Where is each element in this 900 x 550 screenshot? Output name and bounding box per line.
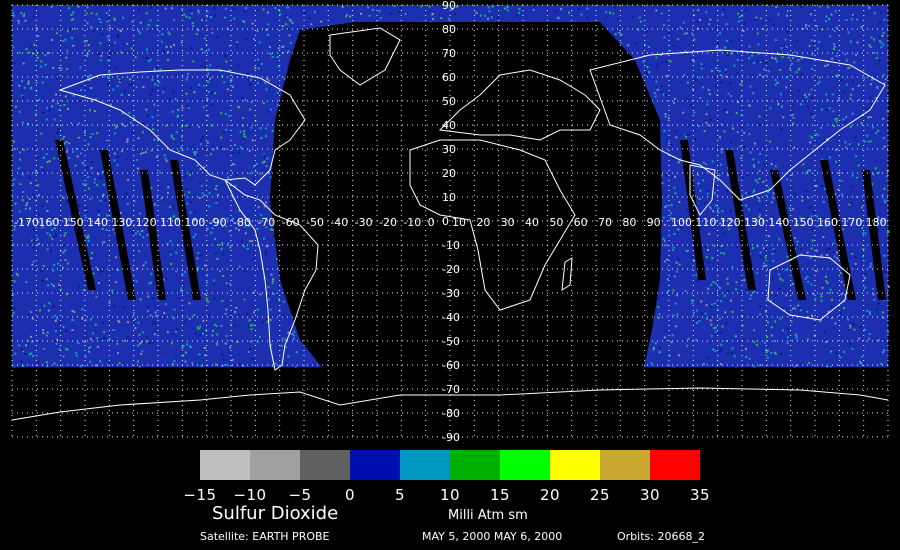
color-scale-ticks: −15 −10 −5 0 5 10 15 20 25 30 35 [180, 486, 720, 504]
lon-label: 150 [63, 216, 84, 229]
color-swatch [550, 450, 600, 480]
lon-label: 10 [452, 216, 466, 229]
lon-label: -60 [282, 216, 300, 229]
lon-label: 130 [744, 216, 765, 229]
lat-label: 30 [442, 143, 456, 156]
color-swatch [400, 450, 450, 480]
color-swatch [300, 450, 350, 480]
lat-label: -50 [442, 335, 460, 348]
color-scale-tick: −15 [183, 486, 217, 504]
color-swatch [350, 450, 400, 480]
orbits-label: Orbits: 20668_2 [617, 530, 705, 543]
lon-label: 150 [793, 216, 814, 229]
color-swatch [500, 450, 550, 480]
color-scale-tick: 10 [439, 486, 461, 504]
satellite-label: Satellite: EARTH PROBE [200, 530, 330, 543]
lon-label: 100 [184, 216, 205, 229]
color-scale-bar [200, 450, 700, 480]
color-swatch [250, 450, 300, 480]
lon-label: 120 [720, 216, 741, 229]
color-swatch [650, 450, 700, 480]
lat-label: -90 [442, 431, 460, 444]
lat-lon-grid [11, 4, 889, 438]
lon-label: -10 [403, 216, 421, 229]
lon-label: 50 [549, 216, 563, 229]
lat-label: 60 [442, 71, 456, 84]
lat-label: -80 [442, 407, 460, 420]
lon-label: -20 [379, 216, 397, 229]
lon-label: -30 [355, 216, 373, 229]
lon-label: -70 [257, 216, 275, 229]
lon-label: -80 [233, 216, 251, 229]
color-scale-tick: −10 [233, 486, 267, 504]
lon-label: 180 [866, 216, 887, 229]
lon-label: 0 [428, 216, 435, 229]
lat-label: -10 [442, 239, 460, 252]
lat-label: 70 [442, 47, 456, 60]
color-scale-tick: 0 [344, 486, 356, 504]
lat-label: -60 [442, 359, 460, 372]
lon-label: 160 [817, 216, 838, 229]
lat-label: 0 [442, 215, 449, 228]
lat-label: 90 [442, 0, 456, 12]
lon-label: 40 [525, 216, 539, 229]
color-swatch [200, 450, 250, 480]
lon-label: 120 [136, 216, 157, 229]
lon-label: 100 [671, 216, 692, 229]
lon-label: 170 [841, 216, 862, 229]
lon-label: -40 [330, 216, 348, 229]
units-label: Milli Atm sm [448, 508, 528, 523]
color-swatch [450, 450, 500, 480]
lon-label: 110 [160, 216, 181, 229]
color-scale-tick: 30 [639, 486, 661, 504]
lat-label: 20 [442, 167, 456, 180]
lon-label: 110 [695, 216, 716, 229]
lon-label: 20 [476, 216, 490, 229]
lon-label: -50 [306, 216, 324, 229]
lat-label: -70 [442, 383, 460, 396]
lon-label: -170 [14, 216, 39, 229]
lon-label: 70 [598, 216, 612, 229]
grid-labels: 9080706050403020100-10-20-30-40-50-60-70… [14, 0, 887, 444]
color-swatch [600, 450, 650, 480]
variable-title: Sulfur Dioxide [212, 503, 339, 524]
so2-map: 9080706050403020100-10-20-30-40-50-60-70… [11, 0, 890, 444]
lat-label: -20 [442, 263, 460, 276]
lon-label: 160 [38, 216, 59, 229]
lon-label: -90 [209, 216, 227, 229]
color-scale-tick: 35 [689, 486, 711, 504]
lon-label: 130 [111, 216, 132, 229]
lon-label: 140 [768, 216, 789, 229]
lon-label: 80 [622, 216, 636, 229]
color-scale-tick: 15 [489, 486, 511, 504]
date-range-label: MAY 5, 2000 MAY 6, 2000 [422, 530, 563, 543]
lon-label: 60 [574, 216, 588, 229]
lat-label: -40 [442, 311, 460, 324]
color-scale-tick: 5 [394, 486, 406, 504]
color-scale-tick: 20 [539, 486, 561, 504]
lon-label: 140 [87, 216, 108, 229]
lon-label: 30 [501, 216, 515, 229]
color-scale-tick: 25 [589, 486, 611, 504]
lat-label: 10 [442, 191, 456, 204]
lon-label: 90 [647, 216, 661, 229]
color-scale-tick: −5 [288, 486, 312, 504]
lat-label: 50 [442, 95, 456, 108]
lat-label: -30 [442, 287, 460, 300]
lat-label: 80 [442, 23, 456, 36]
lat-label: 40 [442, 119, 456, 132]
